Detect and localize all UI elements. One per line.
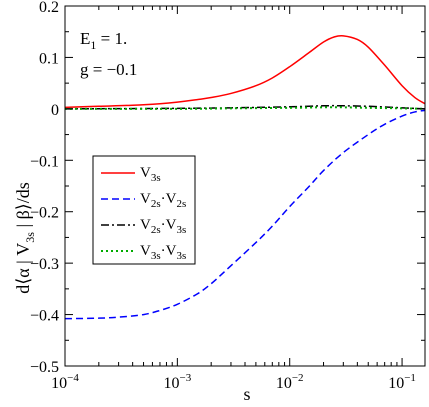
annotation-e1-main: E	[80, 29, 90, 48]
plot-frame	[64, 5, 426, 367]
y-tick-label: 0.1	[39, 50, 59, 67]
y-tick-label: −0.1	[30, 153, 59, 170]
series-line-3	[64, 106, 426, 110]
x-tick-label: 10−1	[388, 372, 416, 392]
y-axis-label-pre: d⟨α | V	[13, 243, 33, 294]
y-tick-label: 0.2	[39, 0, 59, 16]
x-tick-label: 10−2	[276, 372, 304, 392]
series-layer	[64, 34, 426, 320]
annotation-e1: E1 = 1.	[80, 29, 127, 52]
y-axis-label-sub: 3s	[23, 232, 37, 243]
legend-label-0: V3s	[140, 165, 161, 184]
y-tick-label: −0.5	[30, 359, 59, 376]
y-tick-label: −0.3	[30, 256, 59, 273]
legend-box	[92, 155, 196, 265]
legend-label-1: V2s·V2s	[140, 191, 186, 210]
x-axis-label: s	[243, 384, 250, 404]
annotation-e1-sub: 1	[90, 38, 96, 52]
x-tick-label: 10−3	[163, 372, 191, 392]
y-axis-label-post: | β⟩/ds	[13, 182, 33, 232]
ticks: 0.2 0.1 0 −0.1 −0.2 −0.3 −0.4 −0.510−4 10−3 10−2 1…	[30, 0, 425, 392]
y-tick-label: −0.2	[30, 205, 59, 222]
legend: V3s V2s·V2s V2s·V3s V3s·V3s	[92, 155, 196, 265]
y-axis-label: d⟨α | V3s | β⟩/ds	[13, 182, 37, 294]
y-tick-label: −0.4	[30, 308, 59, 325]
legend-label-3: V3s·V3s	[140, 243, 186, 262]
series-line-0	[64, 34, 426, 109]
annotation-e1-rest: = 1.	[96, 29, 127, 48]
series-line-1	[64, 109, 426, 320]
svg-text:d⟨α | V3s | β⟩/ds: d⟨α | V3s | β⟩/ds	[13, 182, 37, 294]
annotation-g: g = −0.1	[80, 60, 137, 79]
x-tick-label: 10−4	[51, 372, 79, 392]
legend-label-2: V2s·V3s	[140, 217, 186, 236]
y-tick-label: 0	[51, 102, 59, 119]
